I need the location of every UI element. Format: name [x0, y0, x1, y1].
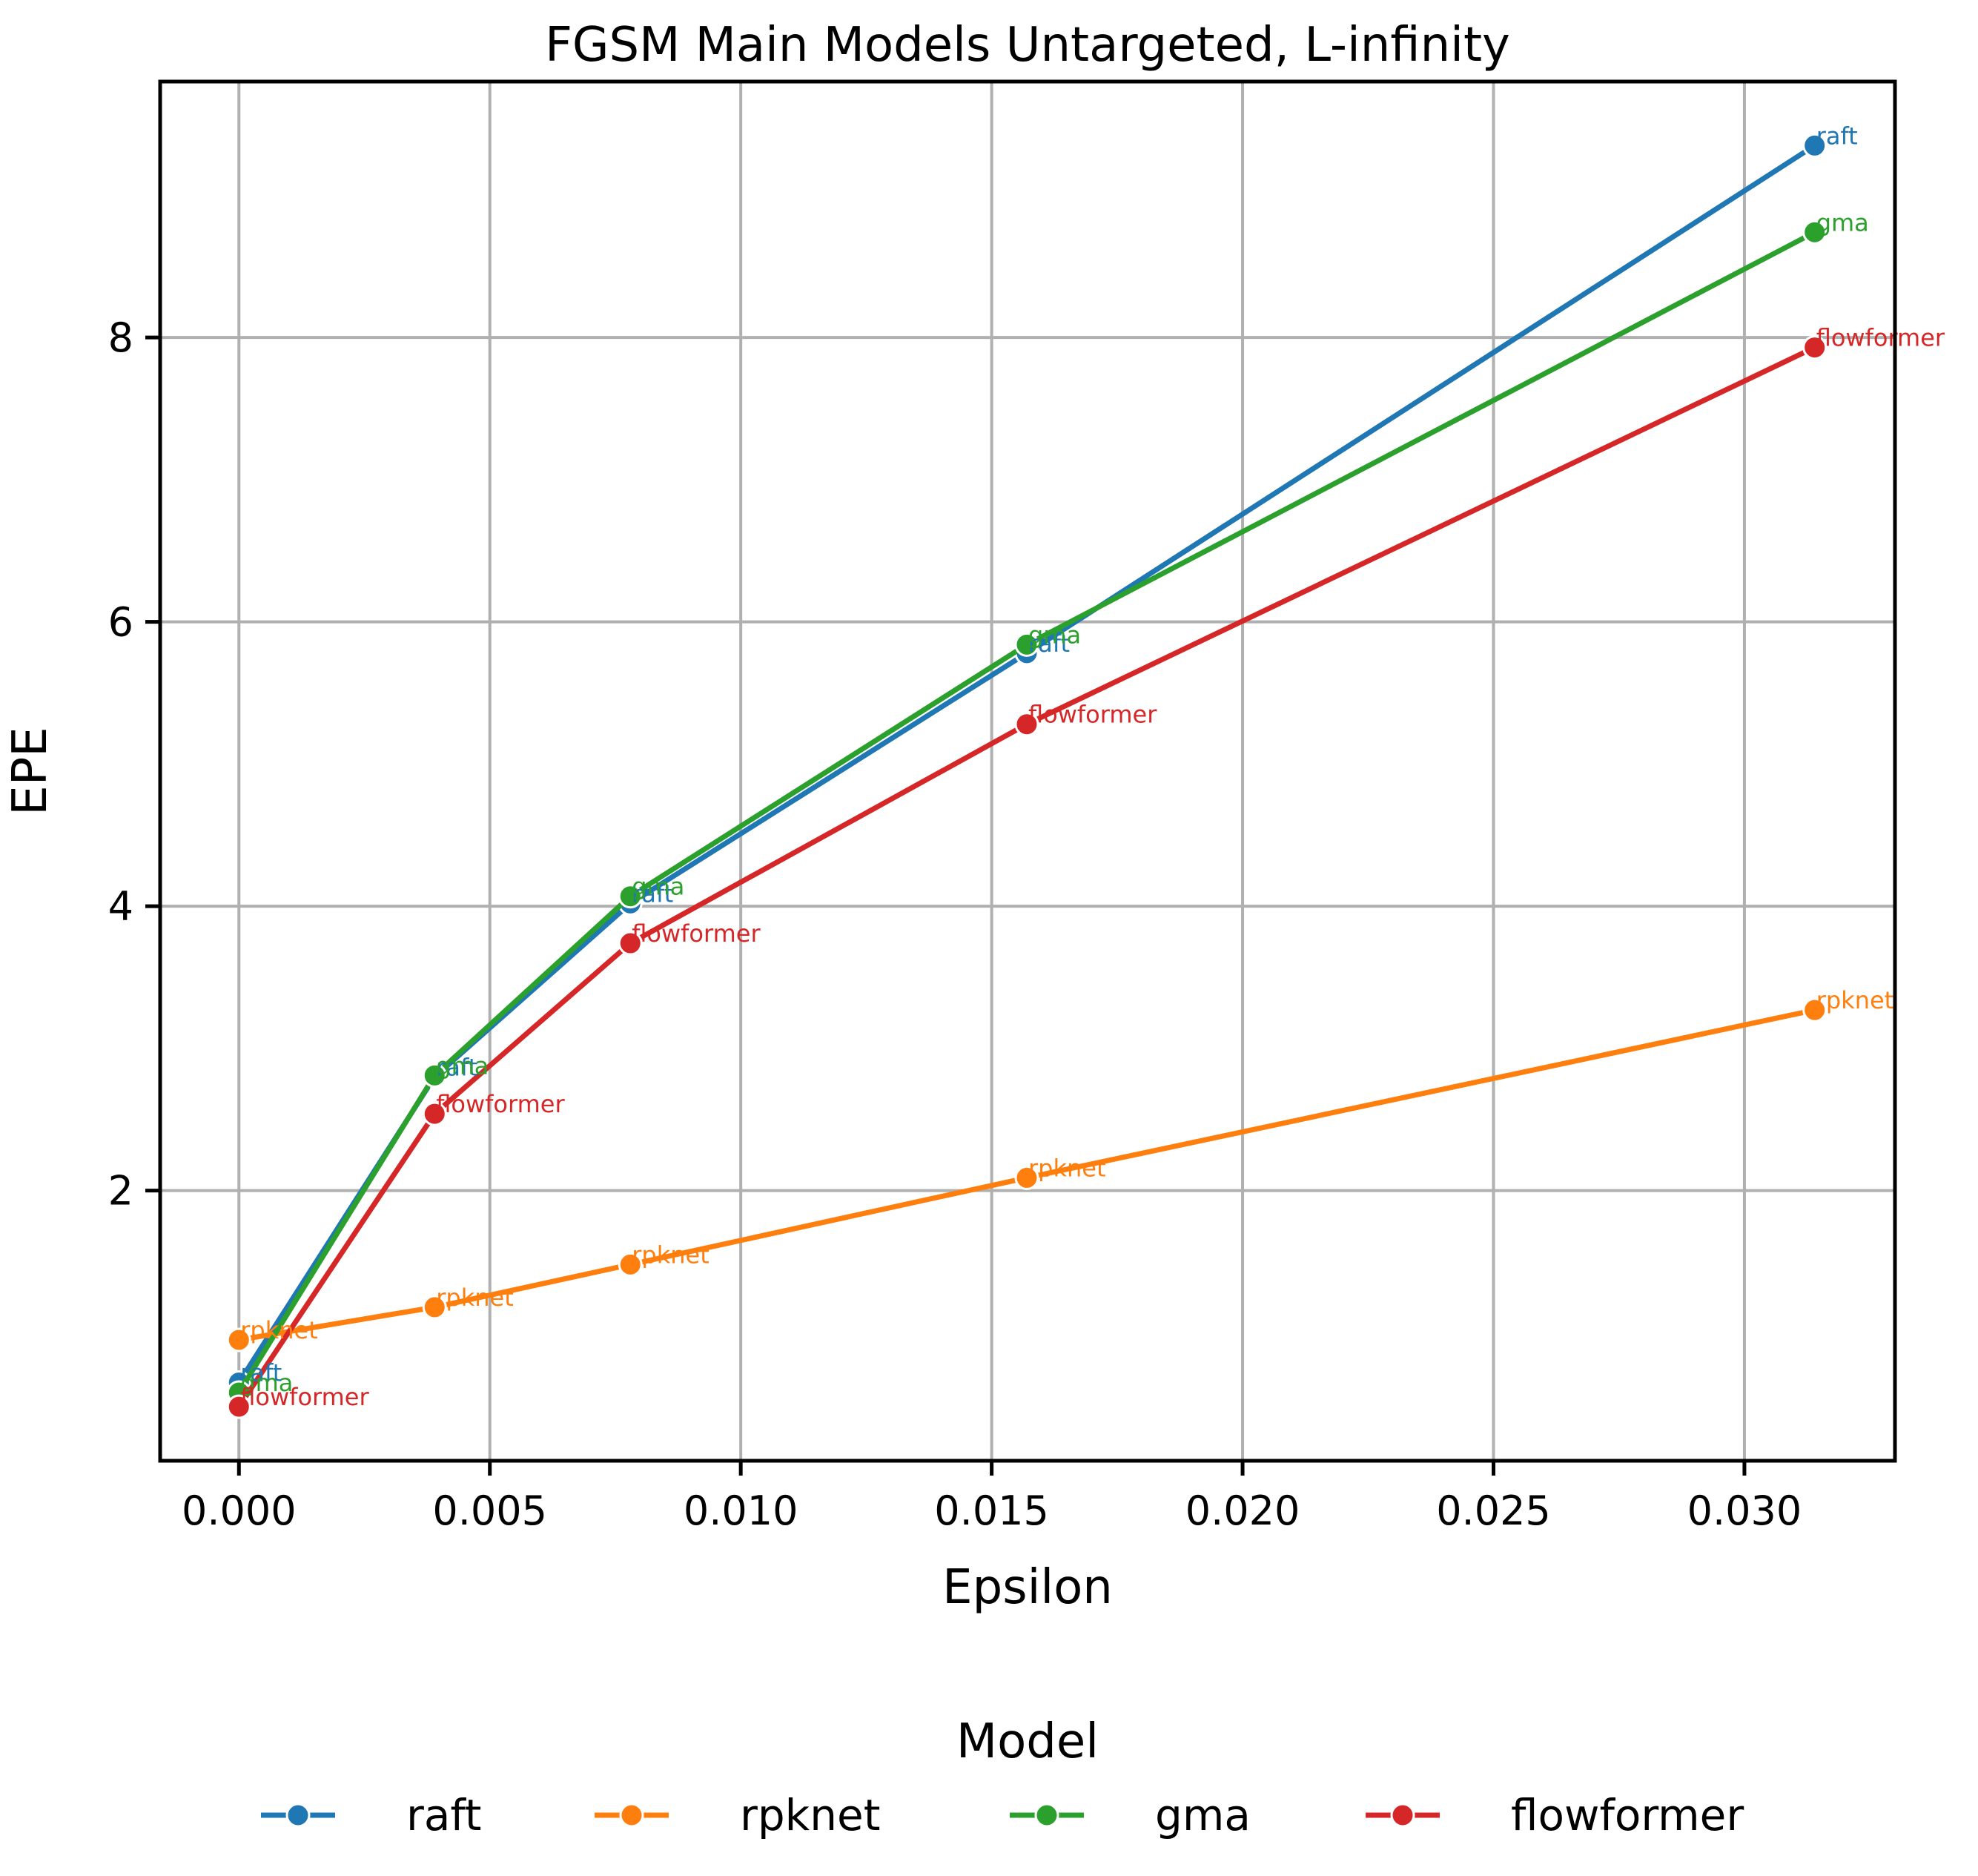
legend-marker — [285, 1803, 311, 1828]
y-tick-label: 2 — [108, 1168, 133, 1215]
data-point-flowformer — [422, 1101, 447, 1126]
data-point-gma — [1802, 219, 1828, 245]
point-label-gma: gma — [1816, 208, 1869, 237]
point-label-rpknet: rpknet — [632, 1241, 710, 1269]
x-tick-label: 0.030 — [1687, 1487, 1802, 1534]
x-axis-label: Epsilon — [942, 1560, 1113, 1615]
data-point-flowformer — [1802, 335, 1828, 360]
legend-label: rpknet — [740, 1790, 880, 1840]
point-label-gma: gma — [1028, 621, 1081, 649]
point-label-flowformer: flowformer — [240, 1383, 369, 1411]
point-label-raft: raft — [240, 1359, 282, 1387]
grid — [160, 82, 1895, 1461]
x-tick-label: 0.025 — [1436, 1487, 1551, 1534]
x-tick-label: 0.015 — [934, 1487, 1049, 1534]
point-label-rpknet: rpknet — [1028, 1154, 1106, 1182]
x-tick-label: 0.005 — [432, 1487, 547, 1534]
y-tick-label: 6 — [108, 599, 133, 646]
point-label-rpknet: rpknet — [1816, 986, 1894, 1014]
point-label-raft: raft — [436, 1053, 477, 1081]
legend-item-gma: gma — [1010, 1790, 1251, 1840]
data-point-rpknet — [1014, 1165, 1039, 1190]
y-tick-label: 8 — [108, 314, 133, 361]
data-point-rpknet — [226, 1327, 251, 1352]
legend: Model raft rpknet gma flowformer — [261, 1714, 1744, 1840]
series-line-raft — [236, 143, 1816, 1384]
legend-marker — [1390, 1803, 1415, 1828]
data-point-flowformer — [618, 931, 643, 956]
legend-label: gma — [1155, 1790, 1251, 1840]
point-label-raft: raft — [1816, 122, 1858, 150]
chart-title: FGSM Main Models Untargeted, L-infinity — [545, 18, 1510, 73]
point-label-gma: gma — [436, 1051, 489, 1080]
data-point-rpknet — [1802, 997, 1828, 1023]
data-point-gma — [422, 1063, 447, 1088]
data-point-rpknet — [422, 1295, 447, 1320]
legend-marker — [619, 1803, 644, 1828]
point-label-raft: raft — [632, 879, 673, 908]
point-label-rpknet: rpknet — [436, 1284, 514, 1312]
series-layer — [226, 133, 1828, 1419]
point-label-gma: gma — [240, 1369, 293, 1397]
data-point-gma — [618, 884, 643, 909]
series-line-flowformer — [236, 345, 1816, 1409]
legend-item-raft: raft — [261, 1790, 482, 1840]
y-axis-label: EPE — [3, 727, 58, 815]
point-label-rpknet: rpknet — [240, 1316, 318, 1344]
point-label-flowformer: flowformer — [1816, 324, 1945, 352]
x-tick-label: 0.020 — [1185, 1487, 1300, 1534]
point-labels: raft raft raft raft raft rpknet rpknet rpknet rp… — [240, 122, 1945, 1411]
data-point-gma — [1014, 632, 1039, 657]
point-label-raft: raft — [1028, 630, 1070, 658]
axis-ticks: 0.000 0.005 0.010 0.015 0.020 0.025 0.030 2 4 6 8 — [108, 314, 1802, 1534]
legend-label: flowformer — [1511, 1790, 1744, 1840]
legend-item-rpknet: rpknet — [595, 1790, 880, 1840]
legend-title: Model — [956, 1714, 1099, 1769]
data-point-flowformer — [1014, 712, 1039, 737]
data-point-raft — [1802, 133, 1828, 158]
series-line-gma — [236, 230, 1816, 1394]
y-tick-label: 4 — [108, 883, 133, 930]
x-tick-label: 0.000 — [182, 1487, 297, 1534]
x-tick-label: 0.010 — [684, 1487, 798, 1534]
plot-frame — [158, 79, 1897, 1463]
point-label-flowformer: flowformer — [1028, 701, 1157, 729]
legend-label: raft — [406, 1790, 482, 1840]
legend-item-flowformer: flowformer — [1366, 1790, 1744, 1840]
point-label-gma: gma — [632, 873, 684, 901]
data-point-rpknet — [618, 1252, 643, 1277]
point-label-flowformer: flowformer — [436, 1090, 565, 1118]
data-point-flowformer — [226, 1394, 251, 1419]
legend-marker — [1034, 1803, 1059, 1828]
point-label-flowformer: flowformer — [632, 919, 761, 948]
